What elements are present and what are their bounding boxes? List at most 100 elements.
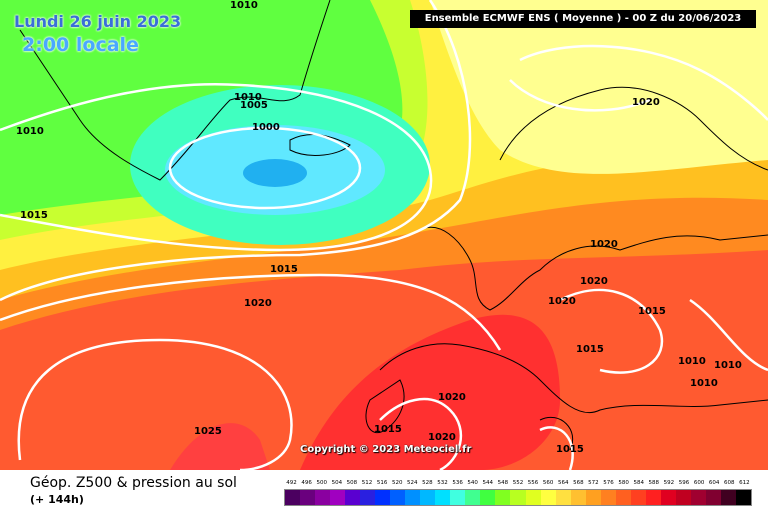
legend-tick-label: 612 [739, 480, 750, 486]
legend-tick-label: 592 [663, 480, 675, 486]
legend-swatch [450, 490, 466, 505]
legend-bar [284, 489, 752, 506]
legend-tick-label: 536 [452, 480, 463, 486]
legend-swatch [300, 490, 316, 505]
legend-swatch [375, 490, 391, 505]
z500-fill-blue [243, 159, 307, 187]
isobar-label: 1020 [632, 97, 660, 108]
legend-tick-label: 588 [648, 480, 660, 486]
legend-swatch [570, 490, 586, 505]
legend-swatch [540, 490, 556, 505]
z500-fill-red-west [170, 423, 270, 470]
isobar-label: 1005 [240, 100, 268, 111]
field-label: Géop. Z500 & pression au sol [30, 475, 237, 491]
legend-tick-label: 532 [437, 480, 448, 486]
legend-tick-label: 516 [376, 480, 388, 486]
isobar-label: 1010 [678, 356, 706, 367]
legend-tick-label: 520 [391, 480, 403, 486]
copyright: Copyright © 2023 Meteociel.fr [300, 444, 472, 455]
legend-tick-label: 544 [482, 480, 494, 486]
isobar-label: 1010 [714, 360, 742, 371]
legend-swatch [405, 490, 421, 505]
z500-fill-pale [430, 0, 768, 174]
legend-tick-label: 580 [618, 480, 629, 486]
isobar-label: 1020 [590, 239, 618, 250]
isobar-label: 1010 [234, 92, 262, 103]
isobar-labels: 1010 1010 1005 1000 1010 1015 1015 1020 … [16, 0, 742, 455]
legend-tick-label: 504 [331, 480, 343, 486]
local-time: 2:00 locale [22, 34, 139, 56]
legend-tick-label: 576 [603, 480, 614, 486]
isobar-label: 1015 [374, 424, 402, 435]
isobar-label: 1010 [230, 0, 258, 11]
isobar-label: 1020 [244, 298, 272, 309]
isobar-label: 1010 [690, 378, 718, 389]
isobars [0, 0, 768, 470]
legend-swatch [600, 490, 616, 505]
isobar-label: 1010 [16, 126, 44, 137]
legend-tick-label: 508 [346, 480, 358, 486]
coastlines [19, 0, 768, 451]
legend-swatch [675, 490, 691, 505]
legend-tick-label: 584 [633, 480, 644, 486]
legend-swatch [390, 490, 406, 505]
legend-tick-label: 552 [512, 480, 524, 486]
legend-swatch [465, 490, 481, 505]
legend-swatch [510, 490, 526, 505]
legend-swatch [330, 490, 346, 505]
legend-swatch [555, 490, 571, 505]
legend-swatch [720, 490, 736, 505]
legend-swatch [420, 490, 436, 505]
legend-swatch [315, 490, 331, 505]
legend-tick-label: 500 [316, 480, 327, 486]
legend-tick-label: 608 [724, 480, 735, 486]
legend-tick-label: 524 [407, 480, 418, 486]
legend-swatch [615, 490, 631, 505]
legend-tick-label: 528 [422, 480, 433, 486]
legend-swatch [660, 490, 676, 505]
isobar-label: 1015 [576, 344, 604, 355]
legend-tick-label: 540 [467, 480, 478, 486]
isobar-label: 1015 [20, 210, 48, 221]
legend-tick-label: 564 [557, 480, 569, 486]
legend-tick-label: 548 [497, 480, 509, 486]
legend-tick-label: 568 [573, 480, 584, 486]
legend-tick-label: 512 [361, 480, 373, 486]
legend-tick-label: 560 [542, 480, 554, 486]
isobar-label: 1015 [638, 306, 666, 317]
legend-tick-label: 556 [527, 480, 539, 486]
legend-swatch [630, 490, 646, 505]
legend-swatch [645, 490, 661, 505]
legend-swatch [690, 490, 706, 505]
isobar-label: 1025 [194, 426, 222, 437]
isobar-label: 1020 [580, 276, 608, 287]
legend-swatch [735, 490, 751, 505]
legend-tick-label: 600 [693, 480, 705, 486]
legend-swatch [495, 490, 511, 505]
legend-tick-label: 596 [678, 480, 690, 486]
legend-swatch [585, 490, 601, 505]
legend-tick-label: 604 [708, 480, 720, 486]
color-legend: 492 496 500 504 508 512 516 520 524 528 532 536 540 5… [284, 478, 752, 508]
legend-swatch [285, 490, 301, 505]
forecast-date: Lundi 26 juin 2023 [14, 12, 182, 31]
legend-swatch [360, 490, 376, 505]
isobar-label: 1020 [438, 392, 466, 403]
model-run-header: Ensemble ECMWF ENS ( Moyenne ) - 00 Z du… [410, 10, 756, 28]
isobar-label: 1015 [270, 264, 298, 275]
legend-swatch [345, 490, 361, 505]
legend-ticks: 492 496 500 504 508 512 516 520 524 528 532 536 540 5… [284, 478, 752, 488]
isobar-label: 1020 [548, 296, 576, 307]
isobar-label: 1015 [556, 444, 584, 455]
legend-swatch [705, 490, 721, 505]
isobar-label: 1020 [428, 432, 456, 443]
weather-map: 1010 1010 1005 1000 1010 1015 1015 1020 … [0, 0, 768, 470]
legend-swatch [525, 490, 541, 505]
legend-tick-label: 572 [588, 480, 599, 486]
legend-swatch [435, 490, 451, 505]
legend-swatch [480, 490, 496, 505]
legend-tick-label: 496 [301, 480, 312, 486]
legend-tick-label: 492 [286, 480, 297, 486]
isobar-label: 1000 [252, 122, 280, 133]
forecast-step: (+ 144h) [30, 493, 84, 506]
